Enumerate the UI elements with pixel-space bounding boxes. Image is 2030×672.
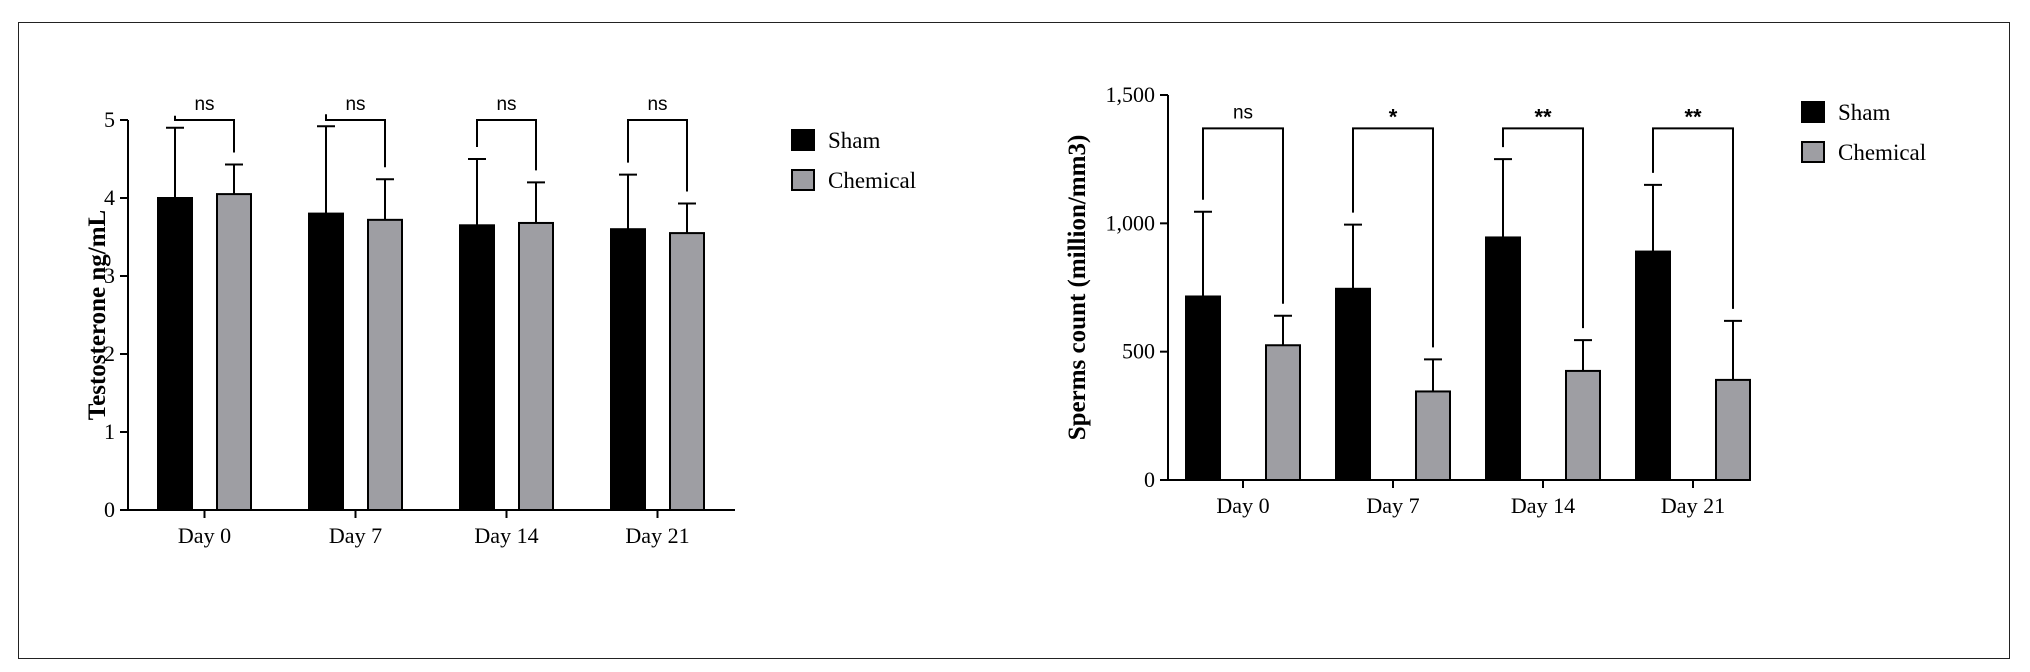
bar-sham-day-7 bbox=[308, 212, 344, 511]
y-tick-label: 0 bbox=[1144, 467, 1155, 492]
legend-label: Chemical bbox=[1838, 140, 1926, 165]
y-tick-label: 3 bbox=[104, 263, 115, 288]
bar-chemical-day-7 bbox=[1415, 390, 1451, 482]
x-tick-label: Day 14 bbox=[474, 523, 538, 548]
significance-label: ns bbox=[496, 94, 516, 115]
bar-chemical-day-14 bbox=[1565, 369, 1601, 481]
bar-sham-day-7 bbox=[1335, 287, 1371, 481]
sperm-count-chart: 0 500 1,000 1,500 Sperms count (million/mm3)… bbox=[1064, 82, 1926, 518]
bar-chemical-day-7 bbox=[367, 218, 403, 511]
y-tick-label: 4 bbox=[104, 185, 115, 210]
y-tick-label: 1 bbox=[104, 419, 115, 444]
significance-bracket bbox=[1502, 127, 1584, 329]
significance-bracket bbox=[325, 114, 386, 168]
significance-bracket bbox=[174, 115, 235, 153]
y-tick-label: 1,000 bbox=[1106, 210, 1156, 235]
bar-sham-day-14 bbox=[1485, 236, 1521, 481]
significance-label: ns bbox=[345, 94, 365, 115]
legend-swatch bbox=[791, 129, 815, 151]
y-axis-label: Testosterone ng/mL bbox=[84, 210, 111, 420]
x-tick-label: Day 0 bbox=[178, 523, 231, 548]
significance-label: * bbox=[1389, 104, 1398, 129]
bar-chemical-day-21 bbox=[1715, 378, 1751, 481]
significance-bracket bbox=[627, 119, 688, 192]
y-axis-label: Sperms count (million/mm3) bbox=[1064, 135, 1091, 441]
significance-bracket bbox=[476, 119, 537, 171]
bar-sham-day-21 bbox=[1635, 250, 1671, 481]
y-tick-label: 5 bbox=[104, 107, 115, 132]
significance-label: ** bbox=[1534, 104, 1552, 129]
bar-chemical-day-21 bbox=[669, 232, 705, 511]
x-tick-label: Day 21 bbox=[1661, 493, 1725, 518]
bar-chemical-day-0 bbox=[216, 193, 252, 511]
y-tick-label: 0 bbox=[104, 497, 115, 522]
significance-bracket bbox=[1352, 127, 1434, 348]
bar-sham-day-21 bbox=[610, 228, 646, 511]
significance-bracket bbox=[1202, 127, 1284, 304]
bar-chemical-day-0 bbox=[1265, 344, 1301, 481]
legend-label: Chemical bbox=[828, 168, 916, 193]
bar-sham-day-0 bbox=[157, 197, 193, 511]
x-tick-label: Day 7 bbox=[329, 523, 382, 548]
legend-label: Sham bbox=[1838, 100, 1891, 125]
significance-label: ns bbox=[647, 94, 667, 115]
x-tick-label: Day 7 bbox=[1366, 493, 1419, 518]
y-tick-label: 500 bbox=[1122, 339, 1155, 364]
x-tick-label: Day 21 bbox=[625, 523, 689, 548]
legend-swatch bbox=[1801, 101, 1825, 123]
bar-sham-day-0 bbox=[1185, 295, 1221, 481]
legend-swatch bbox=[1801, 141, 1825, 163]
legend-swatch bbox=[791, 169, 815, 191]
significance-label: ns bbox=[194, 94, 214, 115]
legend-label: Sham bbox=[828, 128, 881, 153]
significance-bracket bbox=[1652, 127, 1734, 309]
figure-frame bbox=[18, 22, 2010, 659]
bar-chemical-day-14 bbox=[518, 221, 554, 512]
testosterone-chart: 0 1 2 3 4 5 Testosterone ng/mL ns Day 0 ns Day 7 ns… bbox=[84, 94, 916, 548]
y-tick-label: 1,500 bbox=[1106, 82, 1156, 107]
significance-label: ** bbox=[1684, 104, 1702, 129]
bar-sham-day-14 bbox=[459, 224, 495, 512]
significance-label: ns bbox=[1233, 102, 1253, 123]
y-tick-label: 2 bbox=[104, 341, 115, 366]
x-tick-label: Day 14 bbox=[1511, 493, 1575, 518]
x-tick-label: Day 0 bbox=[1216, 493, 1269, 518]
